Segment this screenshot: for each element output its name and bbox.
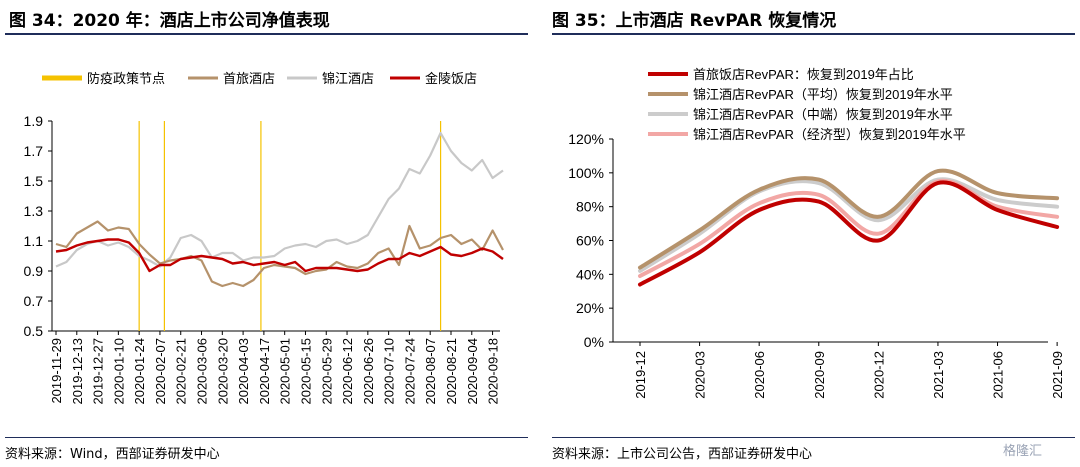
right-legend-label: 锦江酒店RevPAR（经济型）恢复到2019年水平: [693, 127, 966, 142]
left-source-rule: [5, 437, 528, 438]
left-chart-title: 图 34：2020 年：酒店上市公司净值表现: [9, 11, 330, 31]
left-x-tick-label: 2020-09-18: [486, 338, 501, 405]
right-x-tick-label: 2020-12: [871, 351, 886, 399]
right-legend-label: 锦江酒店RevPAR（平均）恢复到2019年水平: [693, 87, 953, 102]
right-series-line-1: [638, 168, 1060, 270]
left-x-tick-label: 2020-07-24: [402, 338, 417, 405]
left-x-tick-label: 2020-08-21: [444, 338, 459, 405]
left-x-tick-label: 2019-11-29: [49, 338, 64, 404]
left-x-tick-label: 2020-04-03: [236, 338, 251, 405]
left-x-tick-label: 2020-01-24: [132, 338, 147, 405]
right-legend-label: 锦江酒店RevPAR（中端）恢复到2019年水平: [693, 107, 953, 122]
left-legend-label: 防疫政策节点: [87, 71, 165, 86]
right-y-tick-label: 80%: [576, 199, 604, 215]
left-x-tick-label: 2020-04-17: [257, 338, 272, 405]
left-y-tick-label: 1.5: [24, 173, 44, 189]
right-chart: 0% 20% 40% 60% 80% 100% 120% 2019-12 2020-03 2020…: [568, 67, 1065, 399]
right-x-tick-label: 2021-06: [991, 351, 1006, 399]
left-x-tick-label: 2020-01-10: [111, 338, 126, 405]
left-x-tick-label: 2020-05-29: [319, 338, 334, 405]
left-x-tick-label: 2020-09-04: [465, 338, 480, 405]
right-x-tick-label: 2021-09: [1050, 351, 1065, 399]
right-x-tick-label: 2020-06: [752, 351, 767, 399]
right-series-line-2: [638, 177, 1060, 273]
left-y-tick-label: 1.3: [24, 203, 44, 219]
left-series-line-shoulv: [55, 220, 504, 288]
right-y-tick-label: 40%: [576, 266, 604, 282]
watermark-logo: 格隆汇: [1003, 444, 1043, 459]
left-x-tick-label: 2019-12-13: [70, 338, 85, 405]
left-legend-label: 金陵饭店: [425, 71, 477, 86]
left-x-tick-label: 2020-06-12: [340, 338, 355, 405]
left-x-tick-label: 2020-08-07: [423, 338, 438, 405]
right-x-tick-label: 2020-09: [812, 351, 827, 399]
left-series-line-jinling: [55, 238, 504, 273]
right-y-tick-label: 100%: [568, 165, 604, 181]
left-y-tick-label: 1.7: [24, 143, 44, 159]
left-x-tick-label: 2020-03-06: [195, 338, 210, 405]
right-x-tick-label: 2021-03: [931, 351, 946, 399]
right-title-rule: [552, 33, 1075, 35]
left-x-tick-label: 2020-05-01: [278, 338, 293, 405]
right-chart-title: 图 35：上市酒店 RevPAR 恢复情况: [552, 11, 837, 31]
left-x-tick-label: 2020-05-15: [298, 338, 313, 405]
right-y-tick-label: 120%: [568, 131, 604, 147]
left-title-rule: [5, 33, 528, 35]
left-x-tick-label: 2020-06-26: [361, 338, 376, 405]
right-y-tick-label: 20%: [576, 300, 604, 316]
left-x-tick-label: 2020-03-20: [215, 338, 230, 405]
left-series-line-jinjiang: [55, 131, 504, 268]
right-x-tick-label: 2019-12: [633, 351, 648, 399]
left-source-note: 资料来源：Wind，西部证券研发中心: [5, 447, 220, 462]
left-legend-label: 首旅酒店: [223, 71, 275, 86]
left-x-tick-label: 2020-02-21: [174, 338, 189, 405]
right-legend-label: 首旅饭店RevPAR：恢复到2019年占比: [693, 67, 914, 82]
left-y-tick-label: 1.9: [24, 113, 44, 129]
left-y-tick-label: 0.7: [24, 293, 44, 309]
left-y-tick-label: 0.5: [24, 323, 44, 339]
right-x-tick-label: 2020-03: [693, 351, 708, 399]
right-series-line-0: [638, 180, 1060, 287]
right-y-tick-label: 60%: [576, 233, 604, 249]
left-x-tick-label: 2020-02-07: [153, 338, 168, 405]
right-source-rule: [552, 437, 1075, 438]
right-source-note: 资料来源：上市公司公告，西部证券研发中心: [552, 447, 813, 462]
left-legend-label: 锦江酒店: [322, 71, 374, 86]
left-y-tick-label: 0.9: [24, 263, 44, 279]
right-y-tick-label: 0%: [584, 334, 604, 350]
left-x-tick-label: 2020-07-10: [382, 338, 397, 405]
left-x-tick-label: 2019-12-27: [91, 338, 106, 405]
left-y-tick-label: 1.1: [24, 233, 44, 249]
left-chart: 0.5 0.7 0.9 1.1 1.3 1.5 1.7 1.9 2019-11-29 2019-1…: [24, 71, 504, 405]
right-series-line-3: [638, 178, 1060, 278]
